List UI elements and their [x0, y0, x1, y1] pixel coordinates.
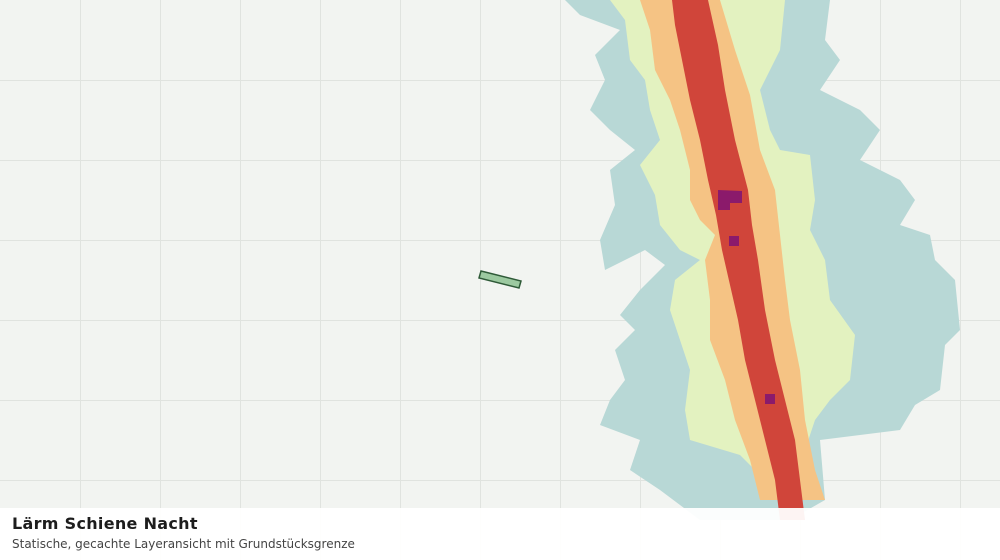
noise-zone-very-high [718, 190, 742, 210]
parcel-boundary[interactable] [478, 270, 522, 289]
layer-title: Lärm Schiene Nacht [12, 514, 198, 533]
noise-zone-very-high [765, 394, 775, 404]
noise-zone-high [672, 0, 805, 520]
noise-zone-very-high [729, 236, 739, 246]
legend-panel: Lärm Schiene Nacht Statische, gecachte L… [0, 508, 1000, 560]
layer-subtitle: Statische, gecachte Layeransicht mit Gru… [12, 537, 355, 551]
